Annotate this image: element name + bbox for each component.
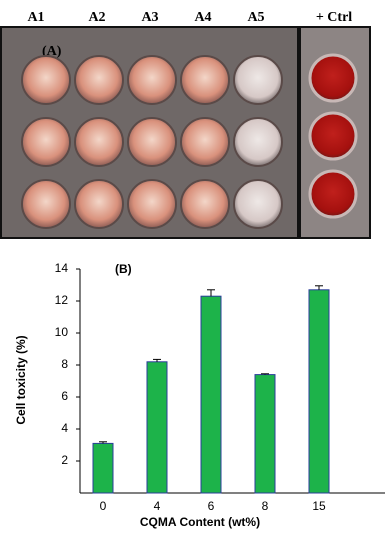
y-tick-label: 2 [61,453,68,467]
well [127,179,177,229]
well [127,117,177,167]
well [127,55,177,105]
well [74,117,124,167]
x-tick-label: 4 [154,499,161,513]
well [233,117,283,167]
x-tick-label: 15 [312,499,326,513]
y-tick-label: 12 [55,293,69,307]
well [180,55,230,105]
control-well [308,169,358,219]
well [21,55,71,105]
well [180,179,230,229]
well [74,179,124,229]
bar [146,361,168,494]
well [21,179,71,229]
control-well [308,111,358,161]
y-tick-label: 8 [61,357,68,371]
y-axis-label: Cell toxicity (%) [14,335,28,424]
control-well [308,53,358,103]
bar [308,289,330,494]
error-bar [99,441,107,444]
x-tick-label: 6 [208,499,215,513]
y-tick-label: 6 [61,389,68,403]
control-label: + Ctrl [316,10,352,25]
panel-label: (B) [115,262,132,276]
x-tick-label: 0 [100,499,107,513]
well [180,117,230,167]
bar [200,295,222,494]
bar [254,374,276,494]
y-tick-label: 4 [61,421,68,435]
error-bar [261,373,269,375]
well-plate-photo: (A) + Ctrl A1 A2 A3 A4 A5 [0,10,371,239]
column-label: A2 [88,10,105,25]
column-label: A4 [194,10,211,25]
error-bar [207,289,215,297]
error-bar [315,285,323,290]
bar [92,442,114,494]
error-bar [153,358,161,362]
well [74,55,124,105]
column-label: A3 [141,10,158,25]
well [21,117,71,167]
x-tick-label: 8 [262,499,269,513]
column-label: A5 [247,10,264,25]
x-axis-label: CQMA Content (wt%) [140,515,260,529]
column-label: A1 [27,10,44,25]
y-tick-label: 14 [55,261,69,275]
well [233,179,283,229]
y-tick-label: 10 [55,325,69,339]
well [233,55,283,105]
